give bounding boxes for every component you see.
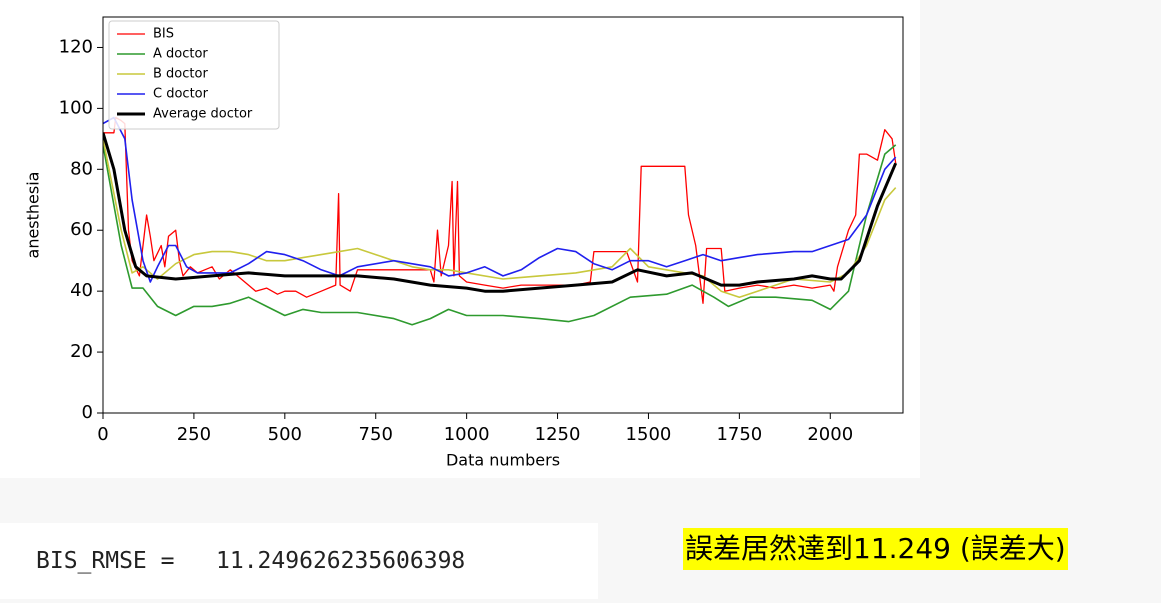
legend-label: A doctor [153,47,208,62]
y-tick-label: 60 [70,219,93,240]
legend-label: Average doctor [153,107,253,122]
output-text: BIS_RMSE = 11.249626235606398 [0,523,598,599]
y-tick-label: 120 [59,36,93,57]
legend-label: BIS [153,27,174,42]
line [103,138,897,298]
x-tick-label: 750 [359,424,393,445]
line [103,144,897,326]
plot-frame [102,16,904,414]
y-tick-label: 80 [70,158,93,179]
line [103,116,897,283]
line [103,132,898,293]
y-axis-label: anesthesia [24,172,43,259]
x-tick-label: 1000 [444,424,490,445]
x-tick-label: 250 [177,424,211,445]
legend-label: C doctor [153,87,209,102]
y-tick-label: 40 [70,280,93,301]
x-tick-label: 1750 [716,424,762,445]
x-tick-label: 500 [268,424,302,445]
x-tick-label: 2000 [807,424,853,445]
legend-box [108,20,280,130]
line [103,116,897,304]
legend-label: B doctor [153,67,208,82]
chart: Data numbers anesthesia 0 20 40 60 80 100 120 0… [23,16,904,470]
x-tick-label: 1250 [535,424,581,445]
y-tick-label: 20 [70,341,93,362]
y-tick-label: 100 [59,97,93,118]
annotation: 誤差居然達到11.249 (誤差大) [683,528,1068,570]
y-tick-label: 0 [82,402,93,423]
x-tick-label: 0 [97,424,108,445]
x-axis-label: Data numbers [446,451,560,470]
plot [103,116,898,326]
x-tick-label: 1500 [626,424,672,445]
